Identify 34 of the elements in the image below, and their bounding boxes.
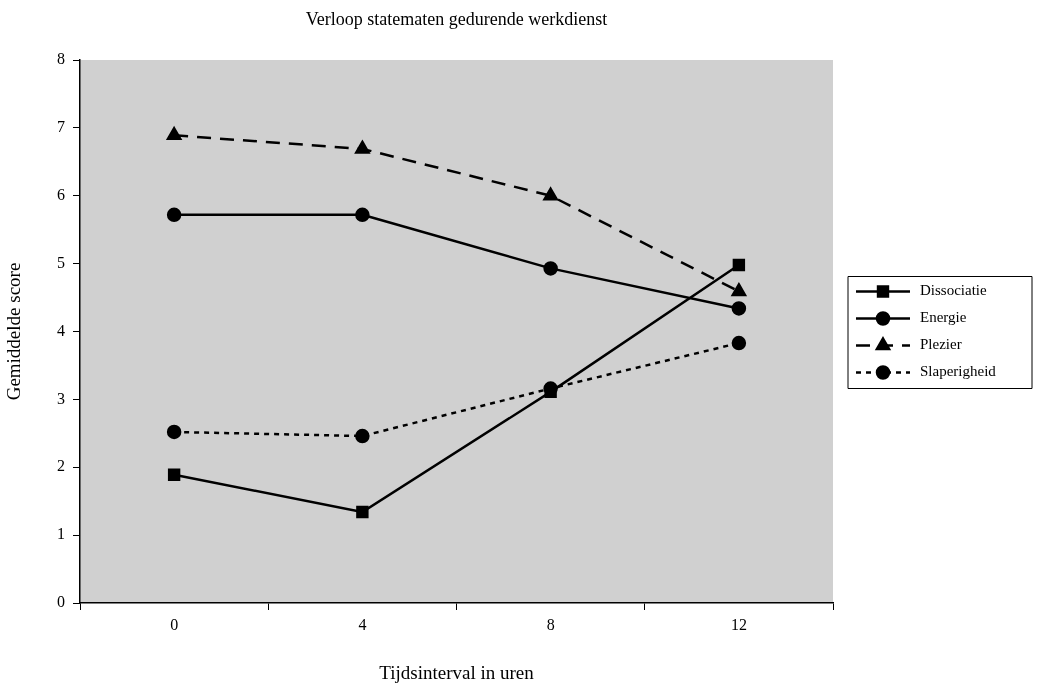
y-tick-label: 0 <box>57 593 65 611</box>
x-axis-title: Tijdsinterval in uren <box>379 661 535 683</box>
point <box>543 261 558 276</box>
y-axis-title: Gemiddelde score <box>3 262 25 401</box>
point <box>355 428 370 444</box>
y-tick-label: 7 <box>57 118 65 136</box>
point <box>731 335 747 351</box>
legend-label: Plezier <box>920 336 962 353</box>
x-tick-label: 0 <box>170 615 179 633</box>
chart-title: Verloop statematen gedurende werkdienst <box>305 8 608 29</box>
y-tick-label: 5 <box>57 253 65 271</box>
point <box>166 127 182 141</box>
point <box>731 283 747 297</box>
x-tick-label: 4 <box>358 615 367 633</box>
point <box>167 468 181 481</box>
y-tick-label: 3 <box>57 389 65 407</box>
y-tick-label: 1 <box>57 525 65 543</box>
point <box>166 207 182 223</box>
x-tick-label: 8 <box>546 615 555 633</box>
y-tick-label: 4 <box>57 321 65 339</box>
x-tick-label: 12 <box>730 615 747 633</box>
point <box>731 301 747 316</box>
legend-label: Energie <box>920 309 967 326</box>
y-tick-label: 8 <box>57 50 65 68</box>
y-tick-label: 6 <box>57 185 65 203</box>
legend-label: Dissociatie <box>920 282 987 299</box>
legend-label: Slaperigheid <box>920 363 997 380</box>
y-tick-label: 2 <box>57 457 65 475</box>
point <box>166 424 182 440</box>
point <box>543 187 558 201</box>
point <box>732 258 746 272</box>
point <box>355 207 370 223</box>
point <box>355 140 370 154</box>
point <box>356 505 369 519</box>
